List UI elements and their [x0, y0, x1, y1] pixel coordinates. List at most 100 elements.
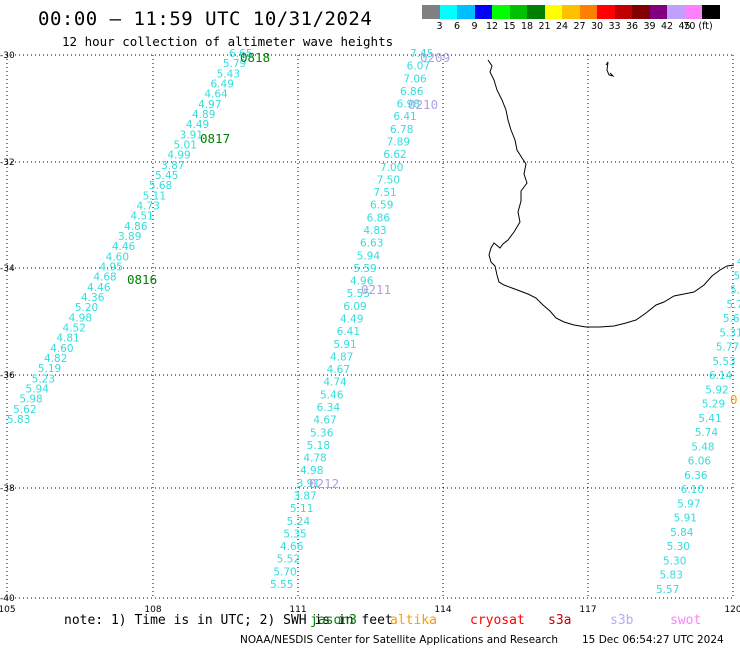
wave-height-value: 5.92: [705, 384, 728, 396]
pass-time-label: 0816: [127, 272, 157, 287]
wave-height-value: 4.67: [313, 415, 336, 427]
colorbar-label: 3: [436, 21, 443, 32]
wave-height-value: 5.0: [730, 285, 740, 297]
wave-height-value: 5.98: [19, 394, 42, 406]
wave-height-value: 6.07: [407, 61, 430, 73]
map-subtitle: 12 hour collection of altimeter wave hei…: [62, 34, 394, 49]
wave-height-value: 4.52: [63, 323, 86, 335]
wave-height-value: 5.94: [357, 250, 381, 262]
pass-time-label: 0: [730, 392, 738, 407]
wave-height-value: 5.79: [223, 58, 246, 70]
coastline: [487, 59, 735, 328]
wave-height-value: 4.46: [112, 241, 136, 253]
wave-height-value: 5.30: [667, 541, 690, 553]
wave-height-value: 3.87: [293, 491, 316, 503]
lon-tick-label: 117: [579, 605, 596, 615]
colorbar-label: 30: [590, 21, 604, 32]
wave-height-value: 4.97: [198, 99, 221, 111]
wave-height-value: 5.59: [353, 263, 376, 275]
wave-height-value: 4.66: [280, 541, 304, 553]
mission-s3b: s3b: [610, 613, 634, 628]
wave-height-value: 5.52: [277, 554, 300, 566]
colorbar-label: 70 (ft): [683, 21, 713, 32]
wave-height-value: 5.23: [32, 373, 55, 385]
wave-height-value: 7.50: [377, 174, 400, 186]
wave-height-value: 3.87: [161, 160, 184, 172]
wave-height-value: 4.95: [100, 262, 123, 274]
wave-height-value: 4.60: [50, 343, 73, 355]
time-labels: 0818 0817 0816 0209 0210 0211 0212 0: [127, 50, 738, 491]
wave-height-value: 5.11: [290, 503, 313, 515]
note-text: note: 1) Time is in UTC; 2) SWH is in fe…: [64, 613, 393, 628]
wave-height-value: 4.64: [204, 89, 228, 101]
wave-height-value: 3.91: [180, 129, 203, 141]
wave-height-value: 5.55: [347, 288, 370, 300]
wave-height-value: 4.78: [303, 453, 326, 465]
colorbar-cell: [562, 5, 580, 19]
colorbar-cell: [527, 5, 545, 19]
lat-tick-label: -32: [0, 158, 15, 168]
wave-height-value: 6.86: [400, 86, 424, 98]
map-grid: [6, 54, 734, 599]
wave-height-value: 6.36: [684, 470, 708, 482]
colorbar-cell: [667, 5, 685, 19]
colorbar-label: 12: [485, 21, 499, 32]
australia-coastline: [487, 59, 735, 328]
mission-cryosat: cryosat: [470, 613, 525, 628]
wave-height-value: 3.91: [297, 478, 320, 490]
colorbar-label: 21: [538, 21, 551, 32]
colorbar-cell: [439, 5, 457, 19]
altimeter-tracks: 5.835.625.985.945.235.194.824.604.814.52…: [7, 48, 740, 596]
wave-height-value: 5.36: [310, 427, 334, 439]
mission-altika: altika: [390, 613, 437, 628]
lat-tick-label: -40: [0, 594, 15, 604]
colorbar-cell: [492, 5, 510, 19]
wave-height-value: 4.49: [340, 314, 363, 326]
colorbar-label: 27: [573, 21, 586, 32]
wave-height-value: 6.63: [360, 238, 383, 250]
wave-height-value: 4.82: [44, 353, 67, 365]
wave-height-value: 5.84: [670, 527, 694, 539]
lat-tick-label: -38: [0, 484, 15, 494]
wave-height-value: 6.86: [367, 212, 391, 224]
wave-height-value: 7.89: [387, 137, 410, 149]
colorbar-cell: [614, 5, 632, 19]
wave-height-value: 6.14: [709, 370, 733, 382]
mission-jason3: jason3: [310, 613, 357, 628]
wave-height-value: 5.63: [723, 313, 740, 325]
colorbar-label: 45: [678, 21, 691, 32]
map-title: 00:00 – 11:59 UTC 10/31/2024: [38, 8, 373, 30]
wave-height-value: 4.86: [124, 221, 148, 233]
colorbar-label: 6: [453, 21, 461, 32]
wave-height-value: 4.81: [56, 333, 79, 345]
credit-text: NOAA/NESDIS Center for Satellite Applica…: [240, 634, 558, 646]
wave-height-value: 6.34: [317, 402, 341, 414]
lon-tick-label: 108: [144, 605, 161, 615]
colorbar-labels: 3 6 9 12 15 18 21 24 27 30 33 36 39 42 45 70 (ft): [422, 21, 740, 35]
wave-height-value: 7.45: [410, 48, 433, 60]
lon-tick-label: 120: [724, 605, 740, 615]
wave-height-value: 6.10: [681, 484, 704, 496]
wave-height-value: 5.0: [733, 270, 740, 282]
mission-swot: swot: [670, 613, 702, 628]
wave-height-value: 6.62: [383, 149, 406, 161]
wave-height-value: 5.91: [674, 513, 697, 525]
wave-height-value: 5.30: [663, 555, 686, 567]
wave-height-value: 4.60: [106, 251, 129, 263]
wave-height-value: 5.57: [656, 584, 679, 596]
wave-height-value: 5.19: [38, 363, 61, 375]
colorbar-label: 39: [643, 21, 656, 32]
lat-tick-label: -36: [0, 371, 15, 381]
colorbar-cell: [544, 5, 562, 19]
lon-tick-label: 114: [434, 605, 451, 615]
wave-height-value: 7.51: [373, 187, 396, 199]
wave-height-value: 4.98: [300, 465, 323, 477]
wave-height-value: 5.70: [273, 566, 296, 578]
wave-height-value: 4.83: [363, 225, 386, 237]
island: [605, 61, 615, 77]
wave-height-value: 6.78: [390, 124, 413, 136]
wave-height-value: 5.83: [660, 570, 683, 582]
wave-height-value: 5.43: [217, 68, 240, 80]
wave-height-value: 4.51: [130, 211, 153, 223]
pass-time-label: 0210: [408, 97, 438, 112]
